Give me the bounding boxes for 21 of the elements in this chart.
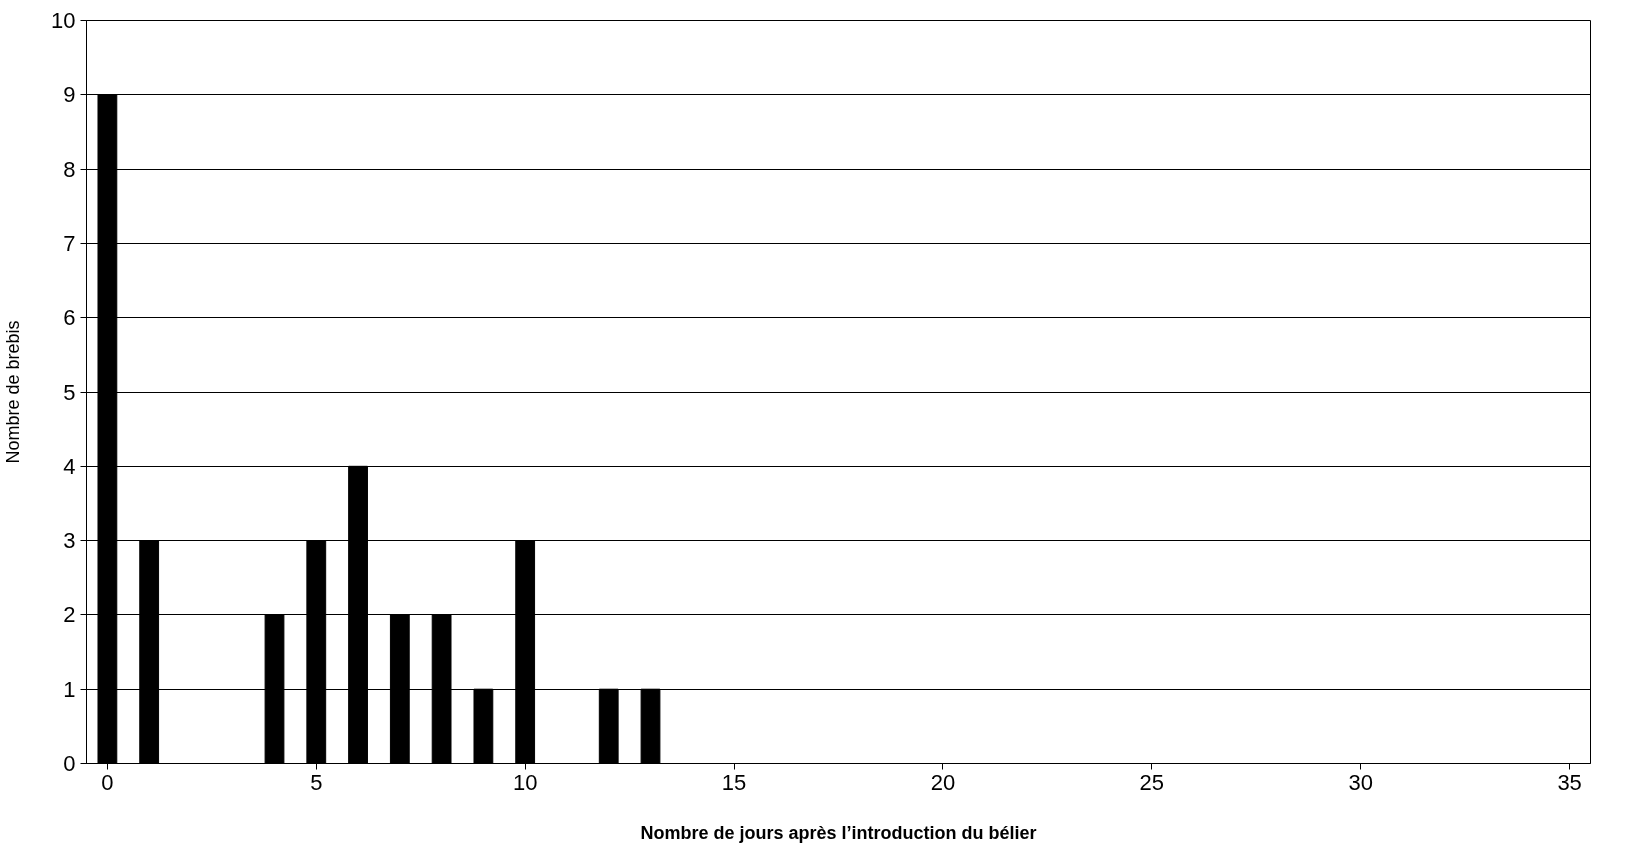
x-tick-label: 10 [512, 769, 538, 795]
y-tick-label: 6 [63, 305, 76, 331]
y-tick-label: 7 [63, 230, 76, 256]
y-tick-label: 9 [63, 82, 76, 108]
y-tick-label: 1 [63, 676, 76, 702]
x-tick-label: 35 [1557, 769, 1582, 795]
x-tick-label: 0 [101, 769, 114, 795]
y-tick-label: 10 [51, 8, 76, 33]
x-tick-label: 5 [310, 769, 323, 795]
y-axis-title: Nombre de brebis [3, 320, 24, 464]
y-tick-label: 3 [63, 528, 76, 554]
y-tick-label: 5 [63, 379, 76, 405]
x-tick-label: 25 [1139, 769, 1165, 795]
x-tick-label: 30 [1348, 769, 1373, 795]
y-tick-label: 2 [63, 602, 76, 628]
y-tick-label: 4 [63, 453, 76, 479]
y-tick-label: 8 [63, 156, 76, 182]
x-tick-label: 20 [930, 769, 956, 795]
x-axis-title: Nombre de jours après l’introduction du bélier [640, 822, 1037, 843]
y-tick-label: 0 [63, 751, 76, 776]
x-tick-label: 15 [721, 769, 747, 795]
